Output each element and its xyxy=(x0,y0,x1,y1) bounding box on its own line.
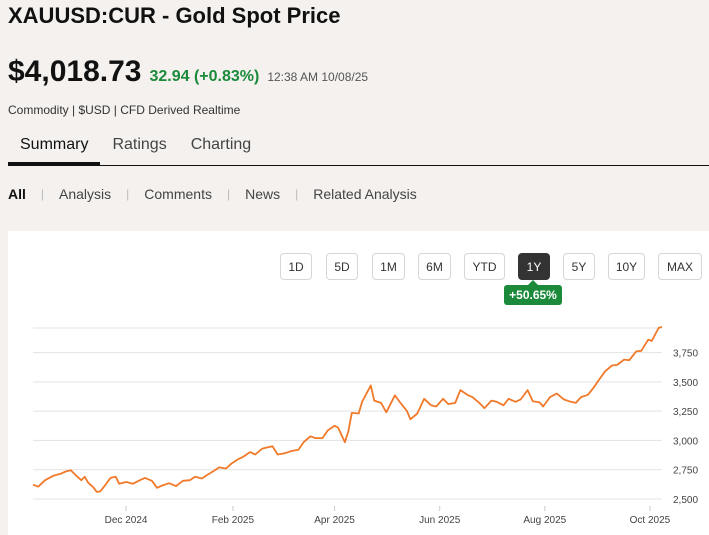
range-5d-button[interactable]: 5D xyxy=(326,253,358,280)
price-row: $4,018.73 32.94 (+0.83%) 12:38 AM 10/08/… xyxy=(8,55,368,89)
filter-related-analysis[interactable]: Related Analysis xyxy=(313,186,417,202)
x-tick-label: Oct 2025 xyxy=(630,515,671,526)
quote-meta: Commodity | $USD | CFD Derived Realtime xyxy=(8,103,241,117)
y-tick-label: 3,500 xyxy=(673,378,698,389)
main-tabs: Summary Ratings Charting xyxy=(8,128,709,166)
filter-comments[interactable]: Comments xyxy=(144,186,212,202)
range-selector: 1D 5D 1M 6M YTD 1Y 5Y 10Y MAX xyxy=(8,253,709,281)
filter-separator: | xyxy=(40,187,45,201)
x-tick-label: Feb 2025 xyxy=(212,515,255,526)
chart-card: 1D 5D 1M 6M YTD 1Y 5Y 10Y MAX +50.65% 2,… xyxy=(8,231,709,535)
price-timestamp: 12:38 AM 10/08/25 xyxy=(267,70,369,84)
range-10y-button[interactable]: 10Y xyxy=(608,253,645,280)
price-line xyxy=(32,325,663,493)
tab-ratings[interactable]: Ratings xyxy=(112,136,167,153)
range-6m-button[interactable]: 6M xyxy=(418,253,451,280)
range-change-badge: +50.65% xyxy=(504,280,562,305)
range-1y-button[interactable]: 1Y xyxy=(518,253,550,280)
range-1d-button[interactable]: 1D xyxy=(280,253,312,280)
filter-analysis[interactable]: Analysis xyxy=(59,186,112,202)
filter-all[interactable]: All xyxy=(8,186,26,202)
y-tick-label: 2,750 xyxy=(673,466,698,477)
y-tick-label: 3,250 xyxy=(673,407,698,418)
filter-separator: | xyxy=(295,187,299,201)
range-1m-button[interactable]: 1M xyxy=(372,253,405,280)
page-title: XAUUSD:CUR - Gold Spot Price xyxy=(8,3,341,28)
y-tick-label: 3,750 xyxy=(673,349,698,360)
price-change: 32.94 (+0.83%) xyxy=(149,68,260,85)
x-tick-label: Aug 2025 xyxy=(523,515,566,526)
tab-summary[interactable]: Summary xyxy=(8,128,101,166)
filter-separator: | xyxy=(126,187,130,201)
chart-x-axis: Dec 2024 Feb 2025 Apr 2025 Jun 2025 Aug 2025… xyxy=(105,506,671,526)
filter-separator: | xyxy=(226,187,231,201)
x-tick-label: Dec 2024 xyxy=(105,515,148,526)
range-max-button[interactable]: MAX xyxy=(658,253,702,280)
x-tick-label: Apr 2025 xyxy=(314,515,355,526)
last-price: $4,018.73 xyxy=(8,55,142,88)
x-tick-label: Jun 2025 xyxy=(419,515,461,526)
chart-grid xyxy=(33,327,662,500)
chart-y-axis: 2,500 2,750 3,000 3,250 3,500 3,750 xyxy=(673,349,698,506)
range-ytd-button[interactable]: YTD xyxy=(464,253,505,280)
content-filter-nav: All | Analysis | Comments | News | Relat… xyxy=(8,186,417,202)
y-tick-label: 3,000 xyxy=(673,436,698,447)
range-5y-button[interactable]: 5Y xyxy=(563,253,595,280)
price-chart[interactable]: 2,500 2,750 3,000 3,250 3,500 3,750 Dec 2024 F… xyxy=(8,231,709,535)
filter-news[interactable]: News xyxy=(245,186,281,202)
y-tick-label: 2,500 xyxy=(673,495,698,506)
tab-charting[interactable]: Charting xyxy=(190,136,252,153)
